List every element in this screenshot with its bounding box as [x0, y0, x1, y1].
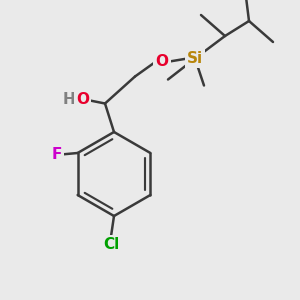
Text: Si: Si	[187, 51, 203, 66]
Text: O: O	[76, 92, 89, 106]
Text: H: H	[63, 92, 75, 106]
Text: O: O	[155, 54, 169, 69]
Text: F: F	[51, 147, 62, 162]
Text: Cl: Cl	[103, 237, 119, 252]
